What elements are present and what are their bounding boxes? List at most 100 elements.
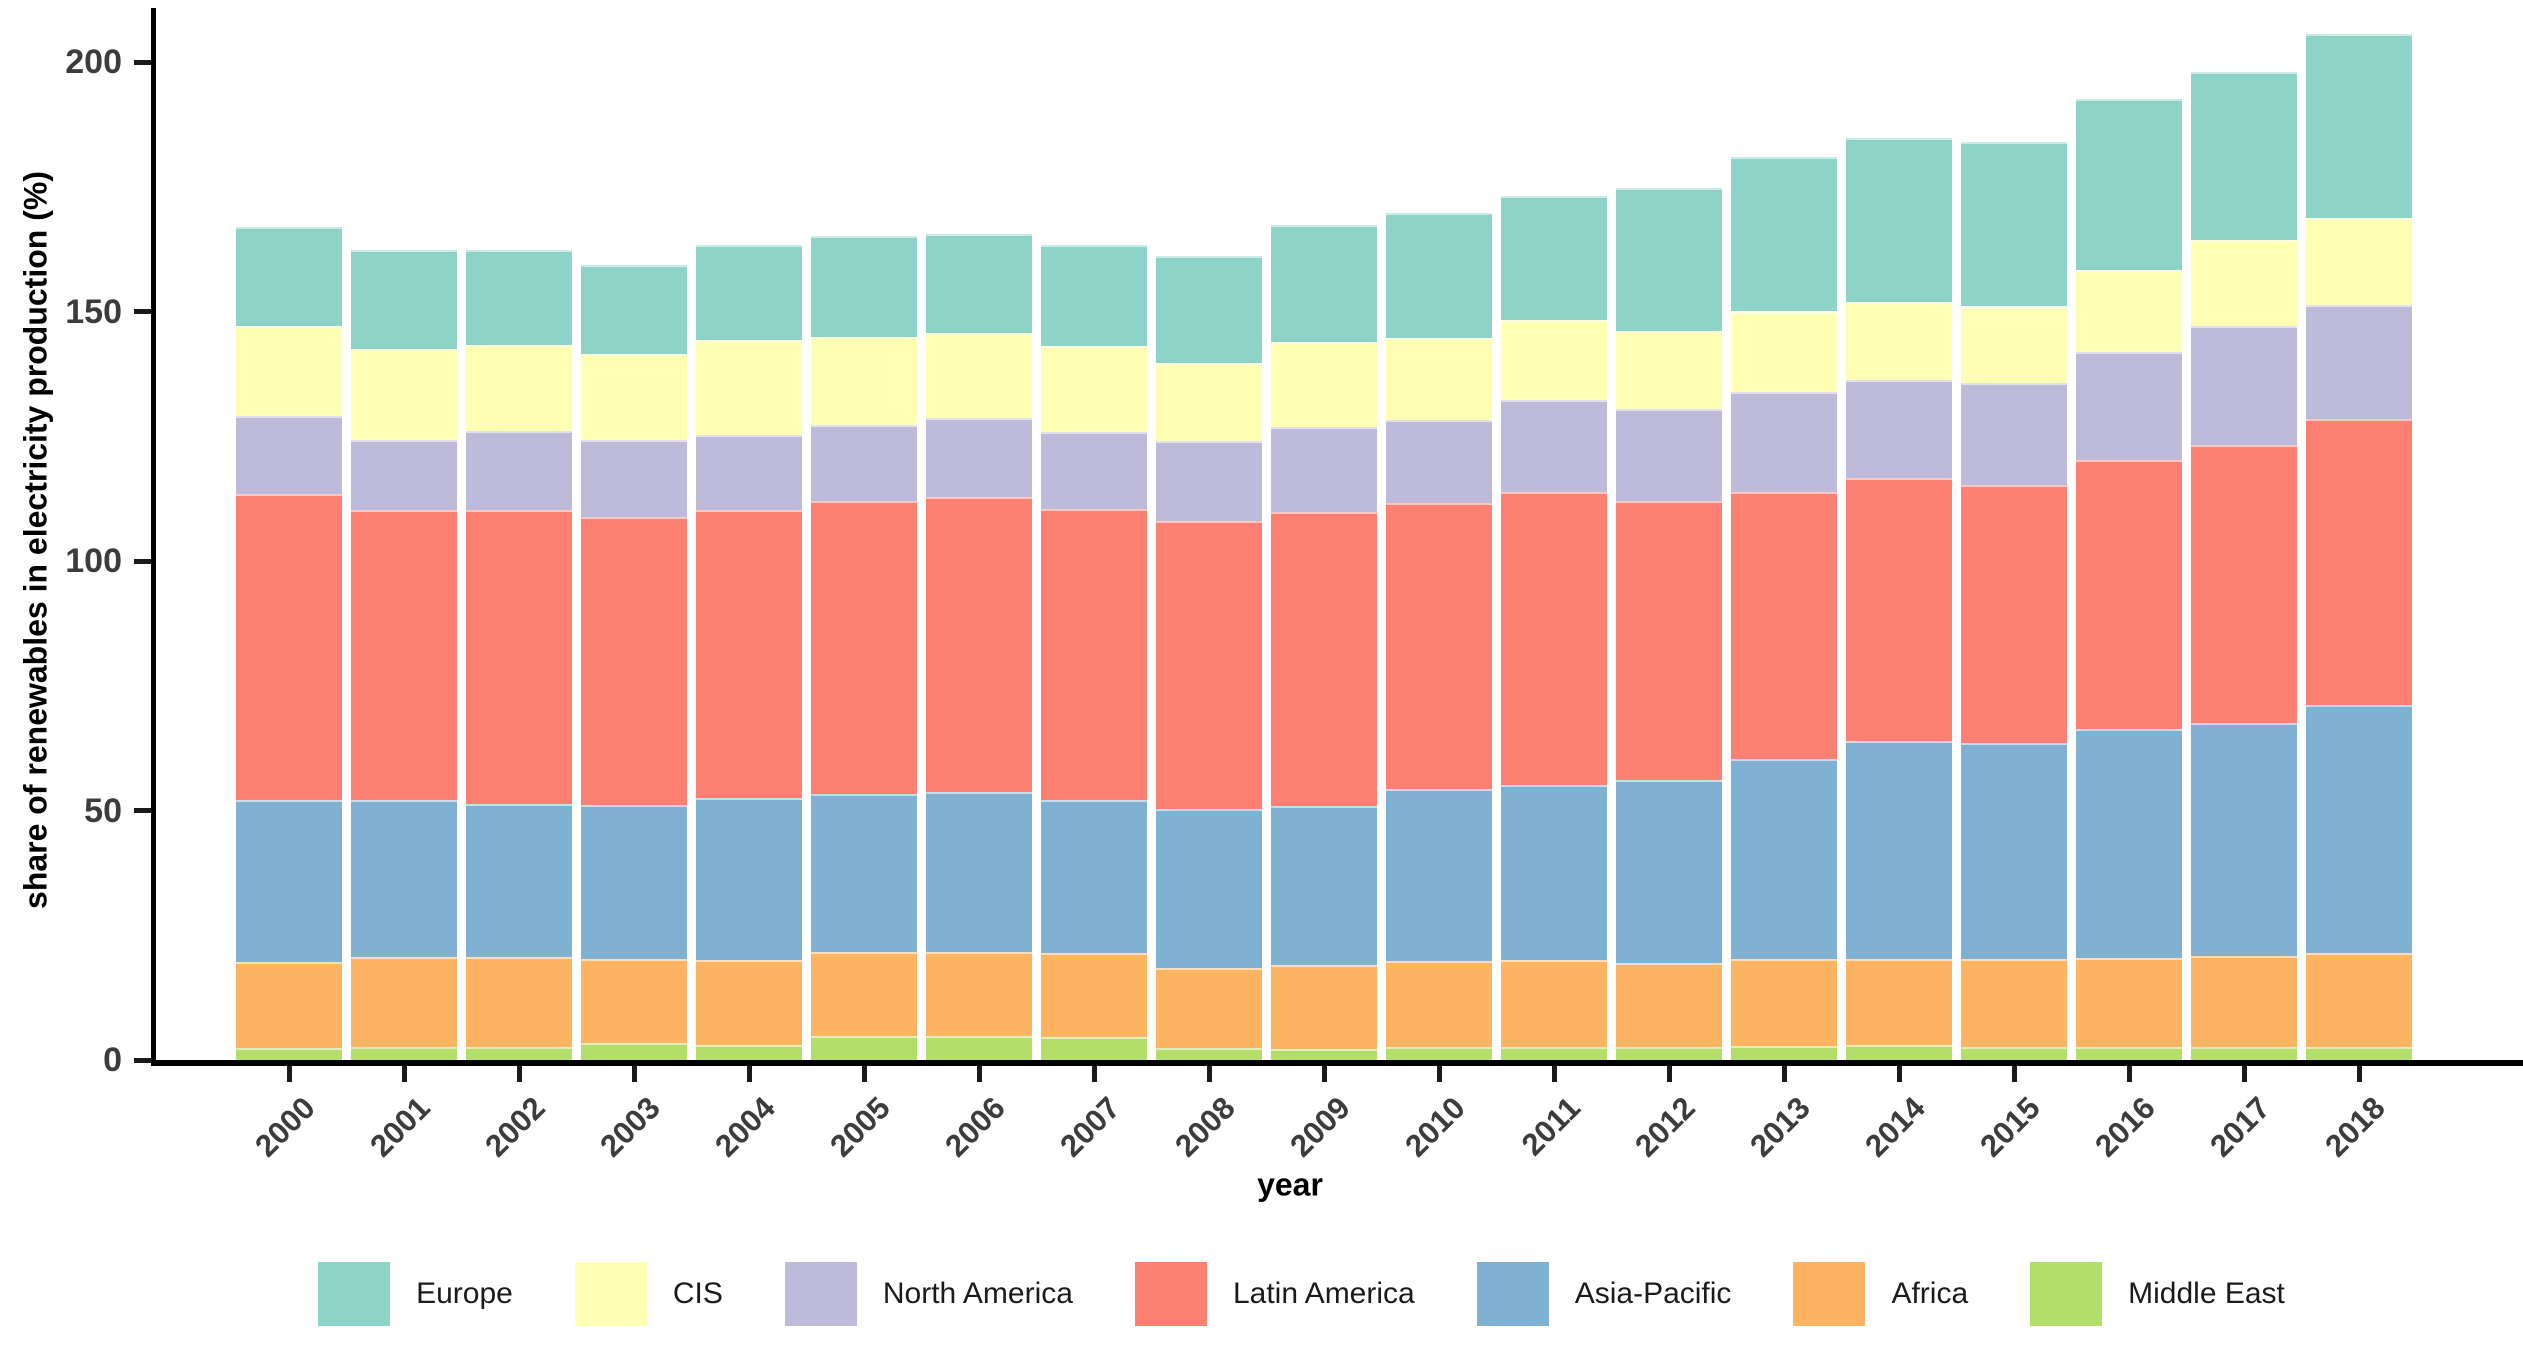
- bar-segment: [351, 510, 457, 800]
- bar-segment: [1616, 408, 1722, 502]
- x-tick-label: 2000: [248, 1090, 322, 1164]
- bar-segment: [1616, 963, 1722, 1048]
- x-tick-mark: [861, 1066, 867, 1082]
- x-tick-mark: [2011, 1066, 2017, 1082]
- bar-segment: [1961, 141, 2067, 307]
- x-tick-mark: [401, 1066, 407, 1082]
- x-tick-mark: [631, 1066, 637, 1082]
- y-tick-mark: [134, 309, 151, 314]
- bar-segment: [351, 249, 457, 349]
- bar-segment: [581, 959, 687, 1044]
- bar-segment: [1156, 362, 1262, 442]
- legend-swatch: [2030, 1262, 2103, 1326]
- y-tick-label: 0: [103, 1041, 122, 1079]
- bar-segment: [466, 510, 572, 804]
- x-tick-mark: [2241, 1066, 2247, 1082]
- bar-segment: [1961, 306, 2067, 383]
- x-tick-mark: [2126, 1066, 2132, 1082]
- bar-segment: [351, 1047, 457, 1060]
- bar-segment: [1731, 959, 1837, 1046]
- bar-segment: [811, 794, 917, 953]
- x-tick-mark: [1781, 1066, 1787, 1082]
- bar-segment: [1271, 806, 1377, 966]
- bar-segment: [1961, 382, 2067, 486]
- bar-segment: [236, 415, 342, 495]
- bar-segment: [466, 249, 572, 345]
- bar-segment: [1501, 492, 1607, 786]
- bar-segment: [351, 440, 457, 511]
- bar-segment: [466, 344, 572, 431]
- bar-segment: [926, 417, 1032, 498]
- legend-label: Asia-Pacific: [1574, 1277, 1732, 1310]
- bar-segment: [696, 797, 802, 961]
- x-tick-mark: [1666, 1066, 1672, 1082]
- bar-segment: [2076, 99, 2182, 271]
- bar-segment: [1386, 789, 1492, 962]
- bar-segment: [1961, 485, 2067, 744]
- bar-segment: [926, 497, 1032, 792]
- bar-segment: [466, 803, 572, 958]
- bar-segment: [1271, 224, 1377, 342]
- bar-segment: [926, 233, 1032, 333]
- bar-segment: [1156, 521, 1262, 809]
- x-tick-label: 2013: [1743, 1090, 1817, 1164]
- x-tick-label: 2014: [1858, 1090, 1932, 1164]
- bar-segment: [236, 962, 342, 1048]
- bar-segment: [2191, 445, 2297, 724]
- bar-segment: [811, 952, 917, 1037]
- legend-item: Asia-Pacific: [1476, 1262, 1732, 1326]
- x-tick-mark: [516, 1066, 522, 1082]
- bar-segment: [926, 332, 1032, 418]
- bar-segment: [466, 1047, 572, 1060]
- bar-segment: [2306, 418, 2412, 706]
- bar-segment: [351, 348, 457, 441]
- y-tick-mark: [134, 808, 151, 813]
- x-tick-mark: [1896, 1066, 1902, 1082]
- bar-segment: [2306, 953, 2412, 1047]
- bar-segment: [2191, 723, 2297, 957]
- bar-segment: [1156, 256, 1262, 363]
- x-tick-label: 2011: [1514, 1090, 1587, 1163]
- bar-segment: [581, 440, 687, 518]
- bar-segment: [1501, 195, 1607, 320]
- legend-swatch: [1134, 1262, 1207, 1326]
- bar-segment: [1961, 1047, 2067, 1060]
- bar-segment: [811, 337, 917, 425]
- bar-segment: [1271, 426, 1377, 513]
- legend-item: Middle East: [2030, 1262, 2285, 1326]
- bar-segment: [2076, 729, 2182, 959]
- bar-segment: [1616, 1047, 1722, 1060]
- legend-label: Europe: [416, 1277, 513, 1310]
- x-tick-label: 2015: [1973, 1090, 2047, 1164]
- bar-segment: [2306, 305, 2412, 419]
- bar-segment: [1386, 419, 1492, 504]
- bar-segment: [811, 501, 917, 795]
- bar-segment: [2191, 1047, 2297, 1060]
- legend-label: Middle East: [2128, 1277, 2285, 1310]
- legend: Europe CIS North America Latin America Asia-…: [80, 1262, 2523, 1326]
- legend-item: Africa: [1793, 1262, 1968, 1326]
- bar-segment: [2191, 240, 2297, 327]
- bar-segment: [581, 353, 687, 441]
- bar-segment: [1501, 399, 1607, 493]
- bar-segment: [1156, 1048, 1262, 1060]
- legend-item: Latin America: [1134, 1262, 1415, 1326]
- y-tick-label: 200: [65, 43, 122, 81]
- bar-segment: [696, 245, 802, 340]
- bar-segment: [1041, 245, 1147, 346]
- legend-label: Africa: [1891, 1277, 1969, 1310]
- bar-segment: [1501, 1047, 1607, 1060]
- bar-segment: [466, 430, 572, 511]
- bar-segment: [1731, 1046, 1837, 1060]
- bar-segment: [696, 1045, 802, 1060]
- bar-segment: [1846, 138, 1952, 302]
- bar-segment: [236, 494, 342, 800]
- bar-segment: [1271, 512, 1377, 806]
- legend-label: CIS: [672, 1277, 723, 1310]
- bar-segment: [1386, 337, 1492, 420]
- bar-segment: [236, 1048, 342, 1060]
- bar-segment: [2306, 34, 2412, 219]
- bar-segment: [1271, 965, 1377, 1050]
- bar-segment: [1731, 492, 1837, 760]
